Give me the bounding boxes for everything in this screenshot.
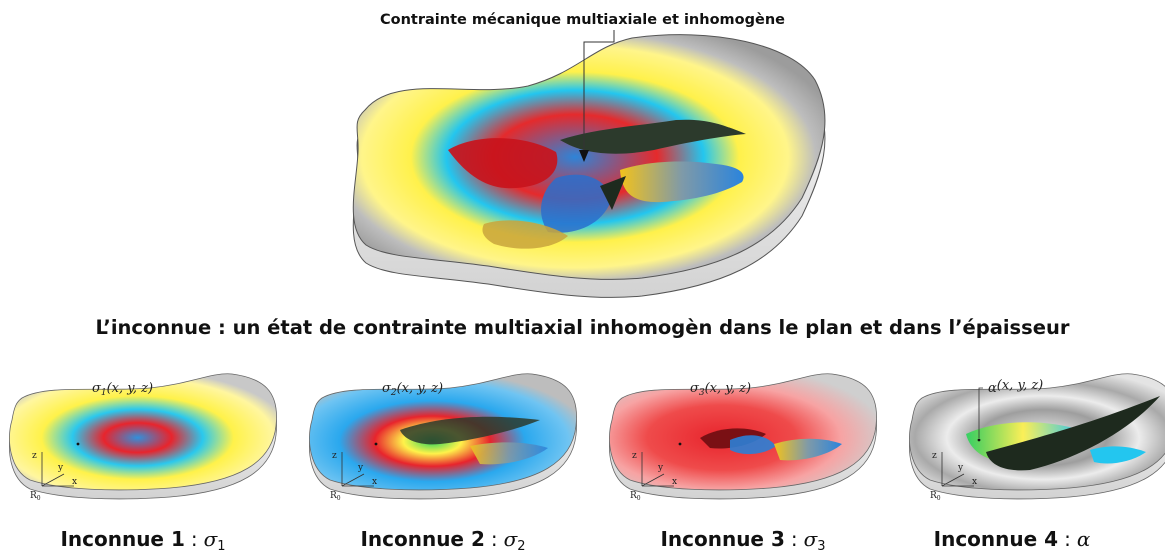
stress-annotation-label: Contrainte mécanique multiaxiale et inho… (380, 12, 785, 28)
leader-line (583, 30, 615, 156)
panel-3-plate (609, 373, 877, 500)
panel-2-axis-z: z (332, 451, 337, 461)
panel-4-axes (941, 452, 974, 487)
caption-4-sep: : (1064, 527, 1071, 551)
panel-1-axis-y: y (57, 463, 64, 473)
panel-3-axis-x: x (672, 477, 677, 487)
main-plate (352, 34, 826, 298)
panel-2-point (374, 442, 378, 446)
panel-3-sheet-dark (700, 428, 766, 449)
caption-2-subscript: 2 (517, 539, 526, 554)
caption-unknown-2: Inconnue 2: σ2 (293, 527, 593, 554)
panel-2-sheet-gradient (470, 442, 548, 465)
caption-unknown-3: Inconnue 3: σ3 (593, 527, 893, 554)
panel-4-axis-y: y (957, 463, 964, 473)
subtitle: L’inconnue : un état de contrainte multi… (95, 316, 1070, 339)
caption-2-symbol: σ (503, 527, 518, 551)
panel-2-axes (341, 452, 374, 487)
caption-2-sep: : (490, 527, 498, 551)
caption-4-label: Inconnue 4 (933, 527, 1059, 551)
panel-4-frame-label: R0 (930, 491, 941, 502)
caption-1-symbol: σ (203, 527, 218, 551)
caption-3-label: Inconnue 3 (660, 527, 785, 551)
panel-1-frame-label: R0 (30, 491, 41, 502)
panel-1-axis-x: x (72, 477, 77, 487)
panel-4-axis-z: z (932, 451, 937, 461)
caption-unknown-4: Inconnue 4:α (862, 527, 1162, 554)
panel-2-frame-label: R0 (330, 491, 341, 502)
panel-1-function-label: σ1(x, y, z) (92, 381, 153, 398)
caption-unknown-1: Inconnue 1: σ1 (0, 527, 293, 554)
panel-3-frame-label: R0 (630, 491, 641, 502)
panel-2-axis-x: x (372, 477, 377, 487)
panel-2-axis-y: y (357, 463, 364, 473)
panel-1-point (76, 442, 80, 446)
caption-1-label: Inconnue 1 (60, 527, 185, 551)
caption-1-sep: : (190, 527, 198, 551)
panel-4-leader (978, 387, 983, 438)
panel-4-point (977, 438, 981, 442)
main-dark-wedge (600, 176, 626, 210)
panel-3-sheet-blue (730, 435, 776, 455)
panel-4-plate (909, 373, 1165, 500)
panel-3-axes (641, 452, 674, 487)
caption-4-symbol: α (1076, 527, 1091, 551)
panel-3-axis-z: z (632, 451, 637, 461)
caption-3-symbol: σ (803, 527, 818, 551)
main-dark-sheet (560, 119, 746, 154)
panel-4-sheet-cyan (1090, 446, 1146, 464)
panel-3-axis-y: y (657, 463, 664, 473)
main-lower-fold (482, 220, 568, 249)
panel-1-axes (41, 452, 74, 487)
caption-3-subscript: 3 (817, 539, 826, 554)
panel-2-sheet-dark (400, 416, 540, 445)
panel-3-point (678, 442, 682, 446)
caption-1-subscript: 1 (217, 539, 226, 554)
panel-3-function-label: σ3(x, y, z) (690, 381, 751, 398)
main-blue-fold (541, 174, 612, 233)
panel-1-plate (9, 373, 277, 500)
panel-3-sheet-gradient (774, 438, 842, 461)
panel-2-plate (309, 373, 577, 500)
panel-4-function-label: α(x, y, z) (988, 378, 1043, 396)
main-plate-top (352, 34, 826, 280)
panel-4-sheet-dark (986, 396, 1160, 471)
main-red-sheet (448, 138, 558, 189)
panel-2-function-label: σ2(x, y, z) (382, 381, 443, 398)
leader-arrowhead (579, 150, 589, 162)
main-gradient-sheet (620, 161, 744, 203)
panel-4-axis-x: x (972, 477, 977, 487)
caption-2-label: Inconnue 2 (360, 527, 485, 551)
caption-3-sep: : (790, 527, 798, 551)
panel-1-axis-z: z (32, 451, 37, 461)
